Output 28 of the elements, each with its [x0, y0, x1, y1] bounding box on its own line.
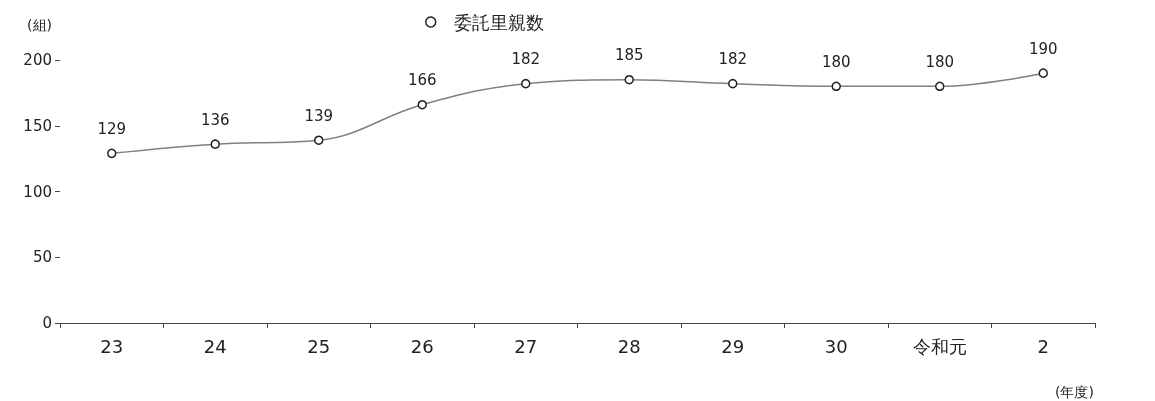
data-label: 139: [304, 106, 334, 125]
x-tick-label: 30: [824, 335, 848, 357]
data-label: 136: [200, 110, 230, 129]
y-tick-label: 200: [23, 51, 52, 69]
x-tick-label: 27: [514, 335, 538, 357]
legend-label: 委託里親数: [453, 11, 544, 33]
y-tick-label: 0: [42, 314, 52, 332]
data-label: 182: [511, 50, 541, 69]
x-tick-label: 28: [617, 335, 641, 357]
y-axis-title: (組): [27, 17, 52, 33]
x-tick-label: 23: [100, 335, 124, 357]
x-tick-label: 令和元: [912, 335, 967, 357]
data-label: 180: [821, 53, 851, 72]
data-label: 129: [97, 120, 127, 139]
y-tick-label: 100: [23, 182, 52, 201]
data-label: 180: [925, 53, 955, 72]
x-axis-title: (年度): [1055, 384, 1094, 400]
x-tick-label: 29: [721, 335, 745, 357]
y-tick-label: 150: [23, 116, 52, 135]
y-tick-label: 50: [32, 248, 52, 267]
data-label: 190: [1028, 39, 1058, 58]
data-label: 166: [407, 71, 437, 90]
data-label: 185: [614, 46, 644, 65]
x-tick-label: 25: [307, 335, 331, 357]
x-tick-label: 24: [203, 335, 227, 357]
data-label: 182: [718, 50, 748, 69]
x-tick-label: 2: [1037, 335, 1049, 357]
x-tick-label: 26: [410, 335, 434, 357]
